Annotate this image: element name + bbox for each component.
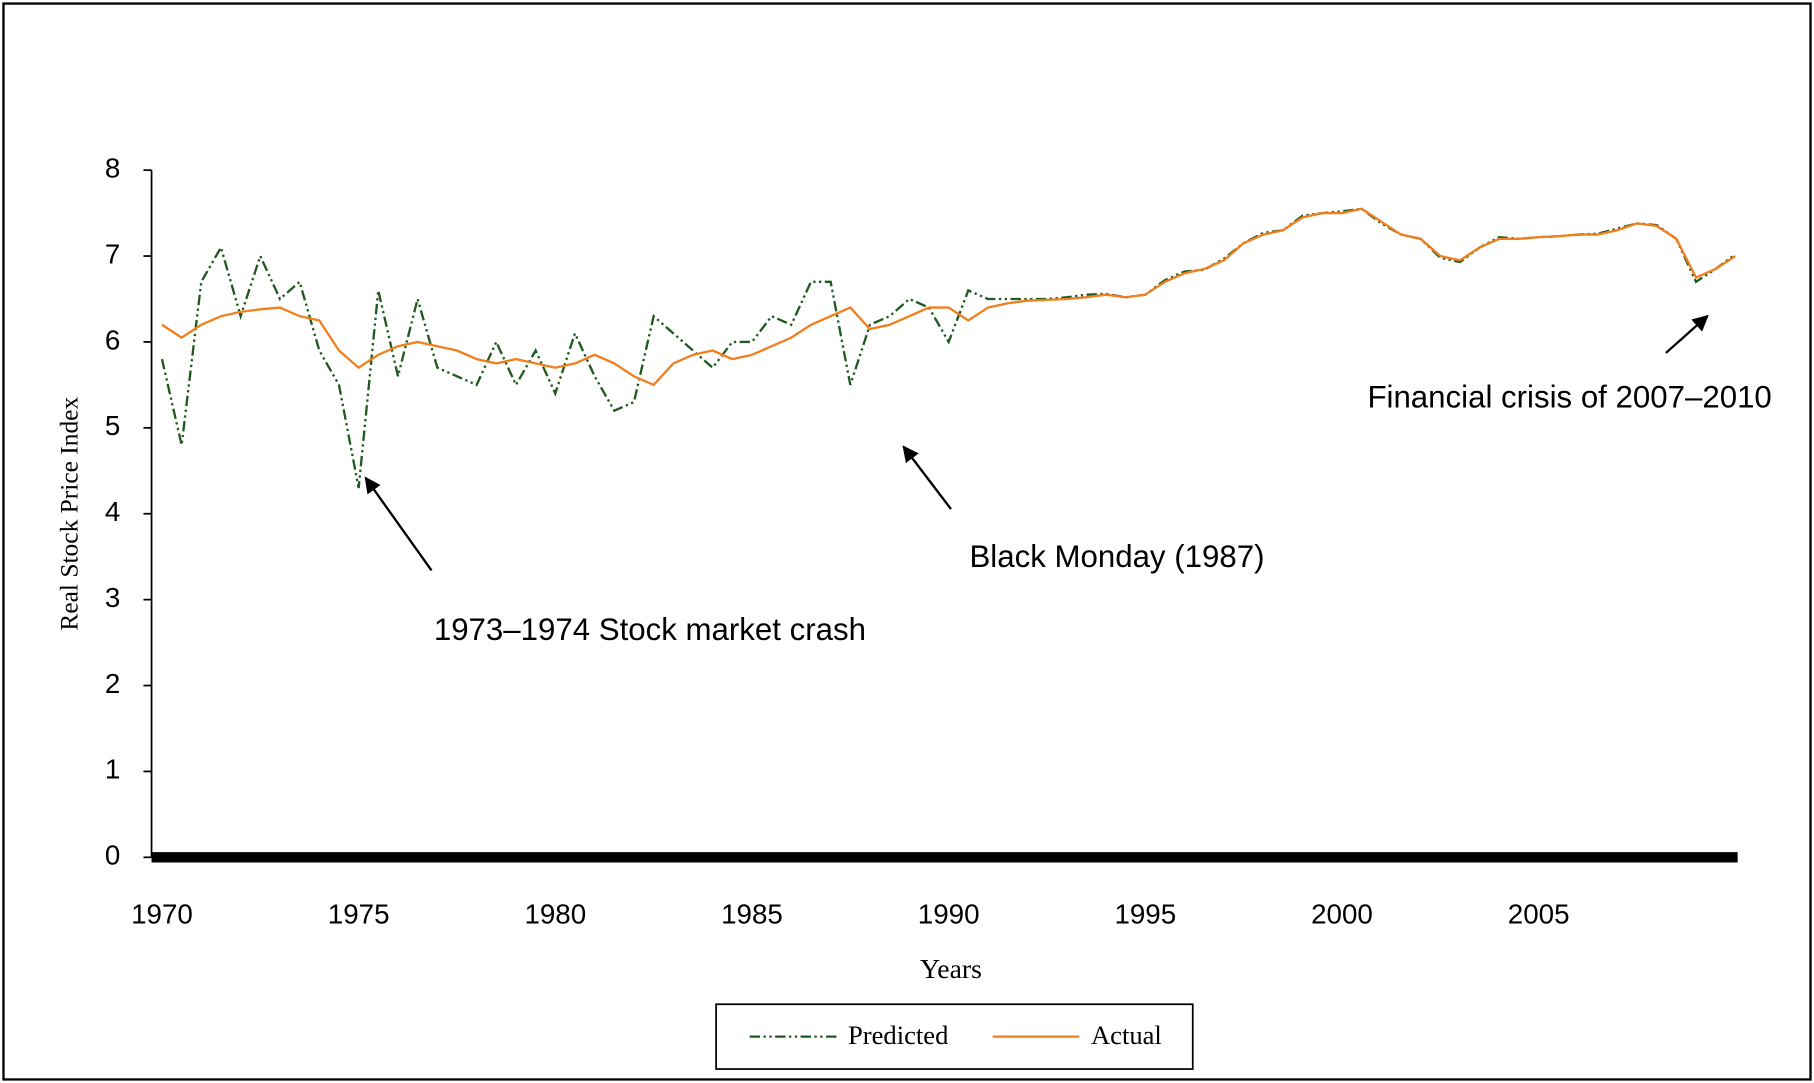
x-tick-label: 2005 <box>1508 899 1570 930</box>
y-tick-label: 8 <box>105 152 120 183</box>
x-tick-label: 1995 <box>1114 899 1176 930</box>
y-tick-label: 5 <box>105 410 120 441</box>
x-tick-label: 1980 <box>524 899 586 930</box>
y-tick-label: 4 <box>105 496 120 527</box>
y-tick-label: 0 <box>105 840 120 871</box>
series-line <box>160 207 1737 489</box>
annotation-arrow <box>902 445 952 510</box>
x-axis-label: Years <box>920 954 982 985</box>
annotation-arrow <box>1665 314 1709 354</box>
plot-area: 0 1 2 3 4 5 6 7 8 1970 1975 1980 1985 1990 1995 2000 200… <box>105 152 1738 1050</box>
legend-label: Actual <box>1091 1020 1162 1050</box>
x-tick-label: 2000 <box>1311 899 1373 930</box>
x-tick-label: 1990 <box>918 899 980 930</box>
y-tick-label: 6 <box>105 324 120 355</box>
x-tick-label: 1975 <box>328 899 390 930</box>
y-axis-label: Real Stock Price Index <box>55 397 84 631</box>
x-tick-label: 1970 <box>131 899 193 930</box>
x-tick-label: 1985 <box>721 899 783 930</box>
series-line <box>161 207 1736 387</box>
y-tick-label: 7 <box>105 238 120 269</box>
annotation: 1973–1974 Stock market crash <box>434 612 866 647</box>
legend-label: Predicted <box>848 1020 948 1050</box>
annotation: Financial crisis of 2007–2010 <box>1367 379 1771 414</box>
annotation: Black Monday (1987) <box>969 539 1264 574</box>
annotation-arrow <box>364 476 433 572</box>
y-tick-label: 2 <box>105 668 120 699</box>
y-tick-label: 3 <box>105 582 120 613</box>
y-tick-label: 1 <box>105 754 120 785</box>
